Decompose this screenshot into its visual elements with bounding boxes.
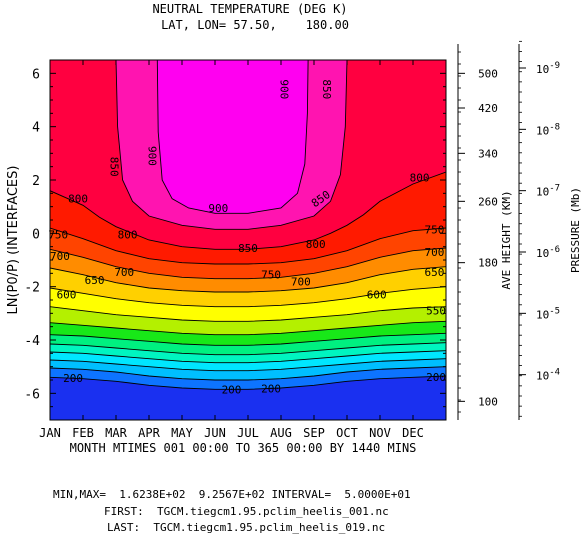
height-tick-label: 260 xyxy=(478,195,498,208)
pressure-axis-label: PRESSURE (Mb) xyxy=(569,187,582,273)
contour-label: 750 xyxy=(48,229,68,242)
pressure-tick-label: 10-5 xyxy=(536,306,560,321)
contour-label: 200 xyxy=(63,372,83,385)
contour-label: 600 xyxy=(367,289,387,302)
y-tick-label: -2 xyxy=(24,281,40,296)
contour-label: 200 xyxy=(222,383,242,396)
contour-label: 800 xyxy=(68,193,88,206)
height-tick-label: 180 xyxy=(478,257,498,270)
pressure-axis: 10-9 10-8 10-7 10-6 10-5 10-4 xyxy=(518,40,560,420)
contour-line-500 xyxy=(50,320,446,336)
contour-label: 200 xyxy=(261,383,281,396)
y-axis-label: LN(P0/P) (INTERFACES) xyxy=(6,166,21,315)
pressure-tick-label: 10-7 xyxy=(536,184,560,199)
x-axis: JAN FEB MAR APR MAY JUN JUL AUG SEP OCT NOV DEC xyxy=(39,60,447,440)
fill-band-above-900 xyxy=(157,60,309,214)
color-fill-layer xyxy=(50,60,446,420)
height-tick-label: 500 xyxy=(478,67,498,80)
footer-last-file: LAST: TGCM.tiegcm1.95.pclim_heelis_019.n… xyxy=(107,521,385,534)
pressure-tick-label: 10-8 xyxy=(536,122,560,137)
contour-line-layer xyxy=(50,60,446,390)
contour-line-650 xyxy=(50,266,446,293)
contour-label: 550 xyxy=(426,305,446,318)
contour-label: 700 xyxy=(50,250,70,263)
x-tick-label: MAR xyxy=(105,426,127,440)
contour-label: 600 xyxy=(57,289,77,302)
y-tick-label: -4 xyxy=(24,334,40,349)
x-tick-label: MAY xyxy=(171,426,193,440)
chart-title: NEUTRAL TEMPERATURE (DEG K) xyxy=(152,2,347,16)
plot-area: 900 8508509009008508508008008008007507507… xyxy=(48,59,447,421)
footer-first-file: FIRST: TGCM.tiegcm1.95.pclim_heelis_001.… xyxy=(104,505,389,518)
contour-label: 700 xyxy=(114,266,134,279)
y-tick-label: -6 xyxy=(24,387,40,402)
x-tick-label: JAN xyxy=(39,426,61,440)
height-axis: 500 420 340 260 180 100 xyxy=(457,44,498,420)
contour-label: 750 xyxy=(261,269,281,282)
contour-label: 900 xyxy=(277,79,290,99)
y-tick-label: 4 xyxy=(32,121,40,136)
x-tick-label: SEP xyxy=(303,426,325,440)
contour-line-750 xyxy=(50,227,446,265)
contour-line-200 xyxy=(50,375,446,390)
contour-label-layer: 900 8508509009008508508008008008007507507… xyxy=(48,79,446,396)
chart-subtitle: LAT, LON= 57.50, 180.00 xyxy=(161,18,349,32)
x-tick-label: JUL xyxy=(237,426,259,440)
contour-line-450 xyxy=(50,332,446,346)
contour-label: 800 xyxy=(118,229,138,242)
height-tick-label: 340 xyxy=(478,147,498,160)
x-tick-label: JUN xyxy=(204,426,226,440)
x-tick-label: FEB xyxy=(72,426,94,440)
contour-label: 800 xyxy=(410,171,430,184)
pressure-tick-label: 10-9 xyxy=(536,61,560,76)
footer-minmax: MIN,MAX= 1.6238E+02 9.2567E+02 INTERVAL=… xyxy=(53,488,411,501)
contour-line-250 xyxy=(50,366,446,381)
x-tick-label: APR xyxy=(138,426,160,440)
x-tick-label: NOV xyxy=(369,426,391,440)
contour-label: 900 xyxy=(145,146,158,166)
x-axis-label: MONTH MTIMES 001 00:00 TO 365 00:00 BY 1… xyxy=(70,441,417,455)
y-axis: 6 4 2 0 -2 -4 -6 xyxy=(24,59,446,421)
x-tick-label: AUG xyxy=(270,426,292,440)
x-tick-label: DEC xyxy=(402,426,424,440)
contour-line-900 xyxy=(156,60,309,214)
contour-line-700 xyxy=(50,247,446,280)
contour-line-850 xyxy=(115,60,348,230)
contour-label: 200 xyxy=(426,371,446,384)
contour-label: 650 xyxy=(425,266,445,279)
y-tick-label: 0 xyxy=(32,227,40,242)
contour-label: 850 xyxy=(320,79,333,99)
contour-label: 850 xyxy=(107,157,120,177)
contour-label: 800 xyxy=(306,238,326,251)
contour-line-550 xyxy=(50,306,446,322)
contour-label: 700 xyxy=(291,275,311,288)
contour-line-800 xyxy=(50,171,446,250)
contour-label: 700 xyxy=(425,246,445,259)
contour-label: 900 xyxy=(208,202,228,215)
y-tick-label: 6 xyxy=(32,67,40,82)
pressure-tick-label: 10-6 xyxy=(536,245,560,260)
contour-line-400 xyxy=(50,342,446,356)
contour-label: 850 xyxy=(238,242,258,255)
pressure-tick-label: 10-4 xyxy=(536,368,560,383)
contour-label: 650 xyxy=(85,274,105,287)
height-tick-label: 420 xyxy=(478,102,498,115)
fill-band-below-200 xyxy=(50,376,446,420)
height-tick-label: 100 xyxy=(478,395,498,408)
y-tick-label: 2 xyxy=(32,174,40,189)
contour-line-300 xyxy=(50,358,446,372)
contour-line-600 xyxy=(50,286,446,308)
contour-line-350 xyxy=(50,350,446,364)
x-tick-label: OCT xyxy=(336,426,358,440)
contour-label: 750 xyxy=(425,223,445,236)
height-axis-label: AVE HEIGHT (KM) xyxy=(500,190,513,289)
